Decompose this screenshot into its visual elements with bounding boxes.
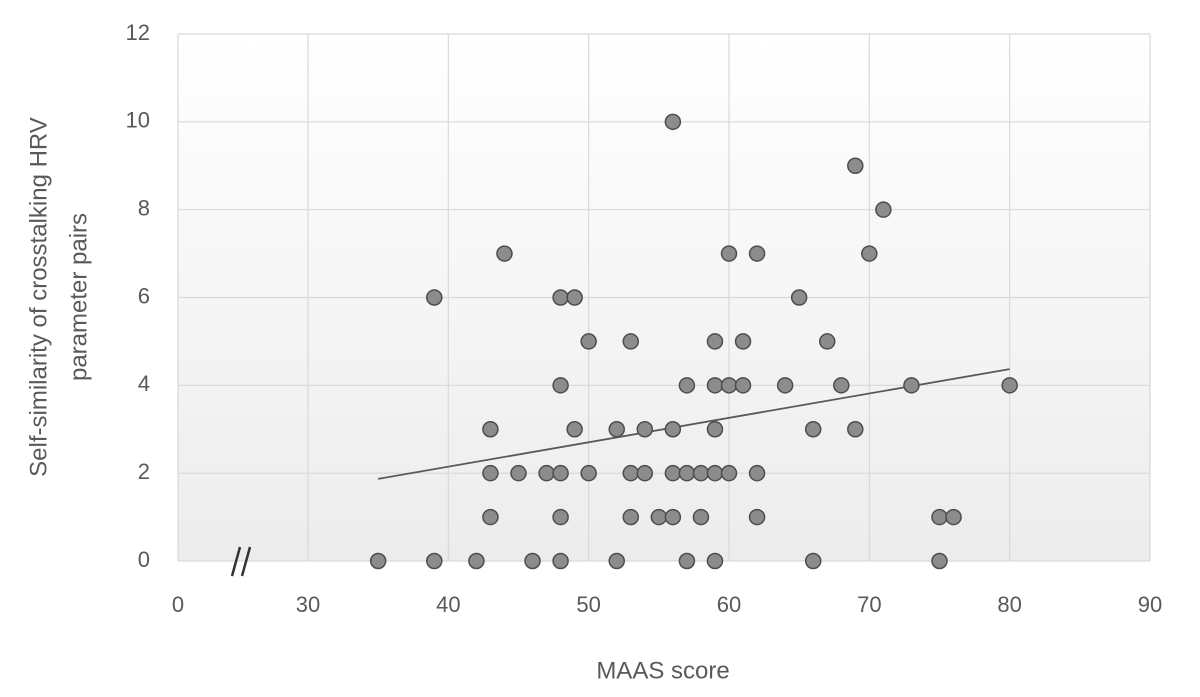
marks [369,113,1018,570]
point [566,421,583,438]
point [608,421,625,438]
x-tick-label: 80 [997,592,1021,617]
x-tick-label: 60 [717,592,741,617]
point [734,377,752,394]
point [580,333,597,350]
point [748,508,766,526]
point [748,245,766,262]
point [720,464,738,482]
point [538,464,555,482]
y-axis-title-line: Self-similarity of crosstalking HRV [25,117,52,477]
point [833,377,850,394]
y-tick-label: 6 [138,283,150,308]
point [482,508,499,526]
point [622,333,640,350]
y-tick-label: 0 [138,547,150,572]
y-tick-label: 10 [126,108,150,133]
point [468,552,485,570]
point [692,464,710,482]
point [931,508,948,526]
x-axis-title: MAAS score [596,657,729,684]
point [678,552,696,570]
y-tick-label: 4 [138,371,150,396]
break-mark [240,546,252,577]
point [524,552,541,570]
point [664,421,682,438]
y-tick-label: 2 [138,459,150,484]
point [706,552,724,570]
x-tick-label: 40 [436,592,460,617]
point [496,245,513,262]
point [369,552,387,570]
point [552,552,569,570]
axis-break [230,546,252,577]
point [818,333,836,350]
point [636,421,654,438]
point [748,464,766,482]
point [664,508,682,526]
point [580,464,597,482]
point [664,113,682,131]
y-tick-label: 8 [138,195,150,220]
point [608,552,625,570]
y-tick-label: 12 [126,20,150,45]
point [776,377,794,394]
point [875,201,892,218]
point [720,245,738,262]
point [790,289,808,306]
point [804,552,822,570]
point [552,377,569,394]
point [692,508,710,526]
y-axis-title: Self-similarity of crosstalking HRV para… [25,117,92,477]
point [552,289,569,306]
point [945,508,962,526]
break-mark [230,546,242,577]
point [720,377,738,394]
y-axis-title-line: parameter pairs [65,213,92,381]
point [847,421,864,438]
point [678,464,696,482]
point [847,157,864,174]
point [566,289,583,306]
point [931,552,948,570]
point [482,421,499,438]
x-tick-label: 0 [172,592,184,617]
point [622,508,640,526]
point [664,464,682,482]
x-tick-label: 50 [576,592,600,617]
x-tick-label: 30 [296,592,320,617]
point [706,377,724,394]
point [903,377,920,394]
point [706,464,724,482]
point [510,464,527,482]
x-tick-label: 90 [1138,592,1162,617]
point [861,245,878,262]
point [706,333,724,350]
point [552,508,569,526]
point [650,508,668,526]
point [426,289,443,306]
point [622,464,640,482]
point [552,464,569,482]
x-tick-label: 70 [857,592,881,617]
point [426,552,443,570]
point [804,421,822,438]
point [1001,377,1018,394]
point [706,421,724,438]
point [636,464,654,482]
point [734,333,752,350]
point [678,377,696,394]
point [482,464,499,482]
